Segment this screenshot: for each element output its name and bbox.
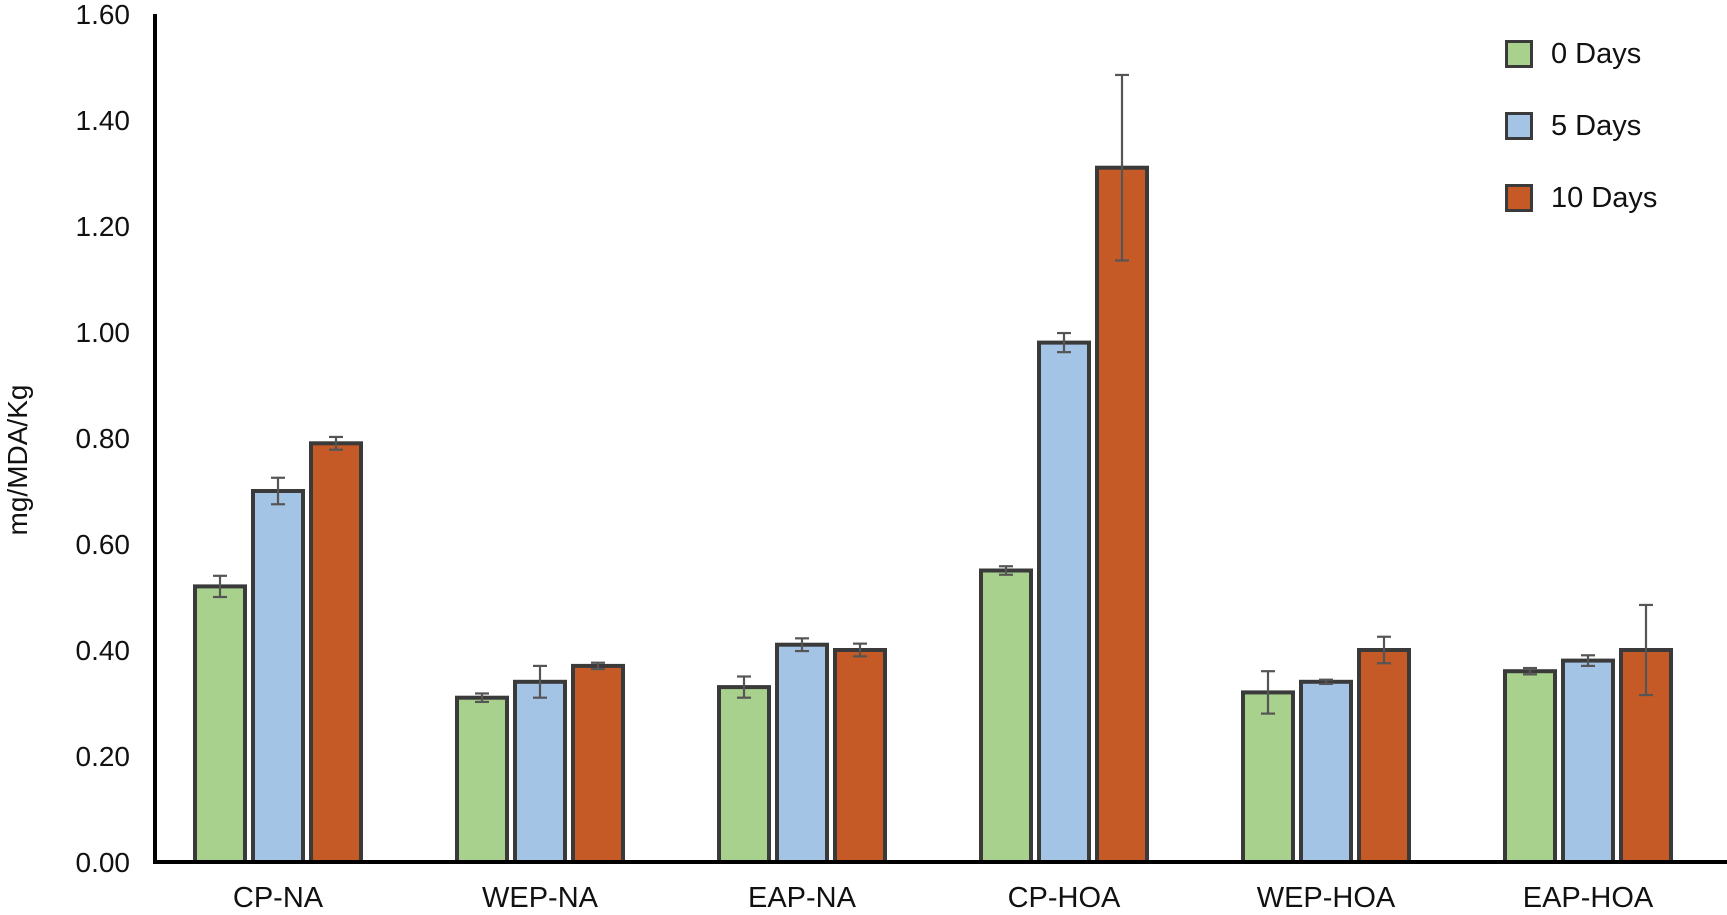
x-tick-label: EAP-NA <box>748 882 857 914</box>
error-bar <box>591 661 605 671</box>
legend-swatch-0-days <box>1505 40 1533 68</box>
error-bar <box>533 664 547 699</box>
y-axis-ticks: 0.00 0.20 0.40 0.60 0.80 1.00 1.20 1.40 1.60 <box>76 0 131 878</box>
y-tick-label: 1.20 <box>76 211 131 242</box>
bar-cp-hoa-10-days <box>1095 165 1149 864</box>
y-tick-label: 0.20 <box>76 741 131 772</box>
error-bar <box>853 642 867 658</box>
y-tick-label: 1.60 <box>76 0 131 30</box>
y-tick-label: 0.80 <box>76 423 131 454</box>
bar-wep-hoa-0-days <box>1241 690 1295 865</box>
x-tick-label: WEP-HOA <box>1257 882 1396 914</box>
error-bar <box>1319 678 1333 686</box>
legend-label: 10 Days <box>1551 181 1658 214</box>
bar-eap-na-5-days <box>775 642 829 865</box>
y-tick-label: 0.60 <box>76 529 131 560</box>
error-bar <box>213 574 227 599</box>
bar-wep-na-10-days <box>571 663 625 865</box>
bar-wep-na-5-days <box>513 679 567 864</box>
y-tick-label: 0.00 <box>76 847 131 878</box>
bar-wep-hoa-5-days <box>1299 679 1353 864</box>
x-tick-label: WEP-NA <box>482 882 599 914</box>
error-bar <box>1261 670 1275 715</box>
y-tick-label: 1.00 <box>76 317 131 348</box>
error-bar <box>1581 654 1595 668</box>
y-tick-label: 1.40 <box>76 105 131 136</box>
bar-cp-na-10-days <box>309 441 363 864</box>
legend-swatch-5-days <box>1505 112 1533 140</box>
bar-eap-na-0-days <box>717 685 771 864</box>
legend-item-10-days: 10 Days <box>1505 162 1657 234</box>
x-tick-label: CP-HOA <box>1008 882 1121 914</box>
error-bar <box>475 692 489 704</box>
y-tick-label: 0.40 <box>76 635 131 666</box>
legend-label: 5 Days <box>1551 109 1642 142</box>
legend-item-0-days: 0 Days <box>1505 18 1657 90</box>
error-bar <box>999 565 1013 576</box>
error-bar <box>329 435 343 451</box>
bar-cp-na-5-days <box>251 489 305 864</box>
error-bar <box>795 637 809 653</box>
bar-cp-na-0-days <box>193 584 247 865</box>
bar-wep-hoa-10-days <box>1357 648 1411 864</box>
bar-eap-hoa-0-days <box>1503 669 1557 865</box>
legend: 0 Days 5 Days 10 Days <box>1505 18 1657 234</box>
error-bar <box>737 675 751 699</box>
error-bar <box>1377 635 1391 665</box>
error-bar <box>1523 666 1537 676</box>
x-axis-ticks: CP-NA WEP-NA EAP-NA CP-HOA WEP-HOA EAP-HOA <box>233 882 1654 914</box>
legend-label: 0 Days <box>1551 37 1642 70</box>
x-tick-label: CP-NA <box>233 882 324 914</box>
error-bar <box>1115 73 1129 262</box>
bar-cp-hoa-5-days <box>1037 340 1091 865</box>
x-tick-label: EAP-HOA <box>1523 882 1654 914</box>
bar-wep-na-0-days <box>455 695 509 865</box>
bar-eap-hoa-5-days <box>1561 658 1615 864</box>
error-bar <box>1639 603 1653 697</box>
error-bar <box>1057 331 1071 354</box>
bar-eap-na-10-days <box>833 648 887 864</box>
bars <box>193 73 1673 865</box>
bar-cp-hoa-0-days <box>979 568 1033 864</box>
y-axis-label: mg/MDA/Kg <box>2 384 33 536</box>
error-bar <box>271 476 285 506</box>
legend-swatch-10-days <box>1505 184 1533 212</box>
legend-item-5-days: 5 Days <box>1505 90 1657 162</box>
